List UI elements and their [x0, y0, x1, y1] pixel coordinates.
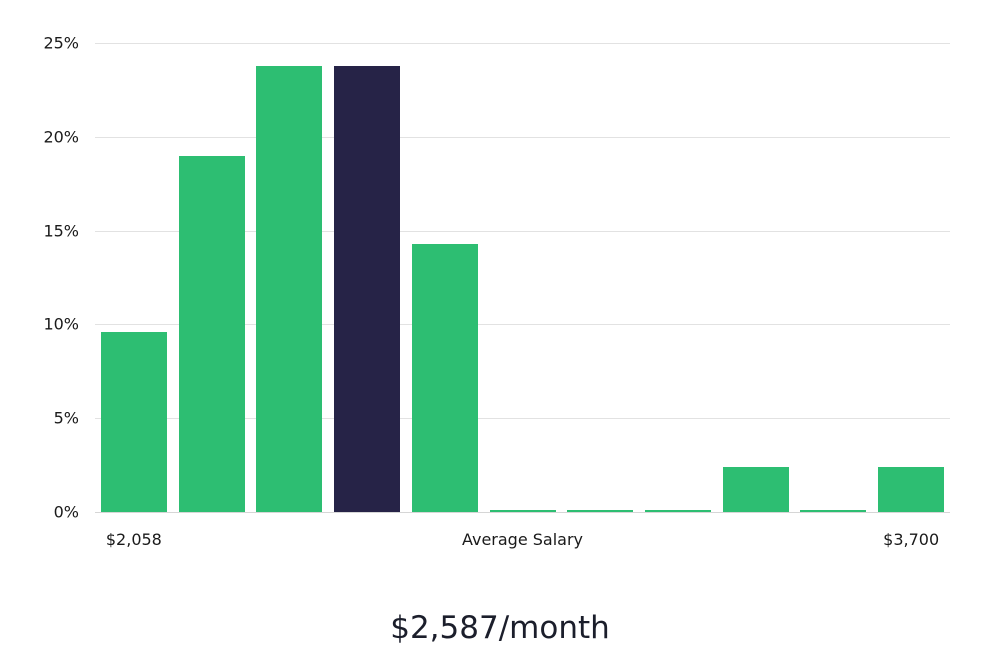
gridline	[95, 418, 950, 420]
y-axis-tick-label: 15%	[43, 221, 79, 241]
gridline	[95, 136, 950, 138]
bar	[100, 331, 167, 512]
x-tick-label-max-salary: $3,700	[883, 530, 940, 549]
bar	[489, 510, 556, 512]
x-tick-label-average-salary: Average Salary	[461, 530, 584, 549]
gridline	[95, 43, 950, 44]
y-axis-tick-label: 0%	[53, 502, 79, 522]
average-salary-title: $2,587/month	[390, 610, 610, 646]
gridline	[95, 230, 950, 232]
y-axis-tick-label: 10%	[43, 314, 79, 334]
bar	[567, 510, 634, 512]
y-axis-tick-label: 20%	[43, 127, 79, 147]
y-axis-tick-label: 25%	[43, 33, 79, 53]
bar-highlighted-average	[334, 65, 401, 512]
bar	[878, 466, 945, 512]
bar	[178, 155, 245, 512]
bar	[256, 65, 323, 512]
plot-area	[95, 43, 950, 513]
bar	[411, 243, 478, 512]
x-axis: $2,058 Average Salary $3,700	[95, 530, 950, 554]
bar	[722, 466, 789, 512]
y-axis-tick-label: 5%	[53, 408, 79, 428]
gridline	[95, 324, 950, 326]
bar-series	[95, 43, 950, 512]
gridline	[95, 512, 950, 513]
bar	[800, 510, 867, 512]
x-tick-label-min-salary: $2,058	[105, 530, 162, 549]
y-axis: 25% 20% 15% 10% 5% 0%	[0, 34, 85, 522]
bar	[644, 510, 711, 512]
